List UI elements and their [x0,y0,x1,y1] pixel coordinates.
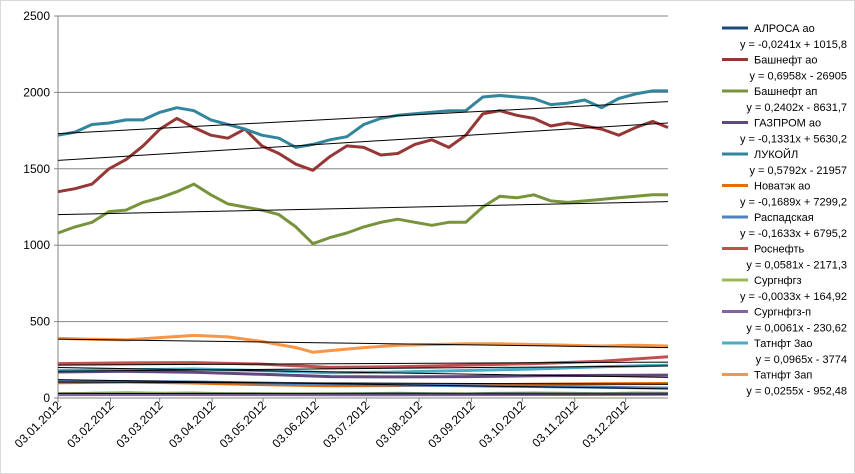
y-tick-label: 500 [30,315,50,329]
legend-entry: Татнфт 3ап [754,370,812,382]
trendline [57,338,669,349]
legend-entry: Башнефт ао [754,55,818,67]
legend-entry: Роснефть [754,244,805,256]
x-tick-label: 03.12.2012 [579,398,632,451]
legend-entry: ГАЗПРОМ ао [754,118,821,130]
trend-equation: y = 0,0061x - 230,62 [746,323,847,335]
x-tick-label: 03.01.2012 [12,398,65,451]
trendlines [57,101,669,395]
x-tick-label: 03.02.2012 [64,398,117,451]
trend-equation: y = -0,0241x + 1015,8 [740,39,847,51]
y-tick-label: 1500 [23,162,50,176]
series-line [57,355,669,369]
series-lines [57,89,669,397]
y-tick-label: 1000 [23,238,50,252]
series-line [57,333,669,354]
trendline [57,101,669,135]
trendline [57,379,669,390]
trend-equation: y = -0,1689x + 7299,2 [740,197,847,209]
x-tick-label: 03.03.2012 [113,398,166,451]
y-tick-label: 2500 [23,9,50,23]
x-tick-label: 03.09.2012 [425,398,478,451]
trendline [57,366,669,378]
y-tick-label: 0 [43,391,50,405]
trend-equation: y = 0,0255x - 952,48 [746,386,847,398]
trendline [57,201,669,216]
trend-equation: y = 0,6958x - 26905 [749,71,847,83]
trendline [57,365,669,372]
trendline [57,122,669,161]
trendline [57,381,669,385]
gridlines [58,15,668,399]
x-tick-label: 03.07.2012 [320,398,373,451]
x-tick-label: 03.11.2012 [529,398,581,450]
trend-equation: y = -0,0033x + 164,92 [740,291,847,303]
legend-entry: Башнефт ап [754,86,817,98]
series-line [57,392,669,397]
trend-equation: y = 0,0581x - 2171,3 [746,260,847,272]
x-tick-label: 03.04.2012 [166,398,219,451]
legend-entry: ЛУКОЙЛ [754,148,798,161]
legend-entry: Новатэк ао [754,181,810,193]
trend-equation: y = -0,1633x + 6795,2 [740,228,847,240]
y-tick-label: 2000 [23,85,50,99]
series-line [57,109,669,194]
trendline [57,361,669,366]
legend-entry: Татнфт 3ао [754,338,812,350]
x-tick-label: 03.10.2012 [476,398,529,451]
y-axis: 0 500 1000 1500 2000 2500 [23,9,59,405]
legend-entry: АЛРОСА ао [754,23,815,35]
x-tick-label: 03.05.2012 [217,398,270,451]
legend-entry: Распадская [754,212,814,224]
series-line [57,182,668,246]
legend-entry: Сургнфгз-п [754,307,811,319]
x-tick-label: 03.08.2012 [373,398,426,451]
series-line [57,89,668,149]
x-tick-label: 03.06.2012 [269,398,322,451]
trend-equation: y = 0,5792x - 21957 [749,165,847,177]
trend-equation: y = 0,0965x - 3774 [756,354,847,366]
legend-entry: Сургнфгз [754,275,802,287]
trendline [57,392,669,395]
trend-equation: y = 0,2402x - 8631,7 [746,102,847,114]
trend-equation: y = -0,1331x + 5630,2 [740,134,847,146]
legend: АЛРОСА ао y = -0,0241x + 1015,8 Башнефт ао… [722,23,847,398]
